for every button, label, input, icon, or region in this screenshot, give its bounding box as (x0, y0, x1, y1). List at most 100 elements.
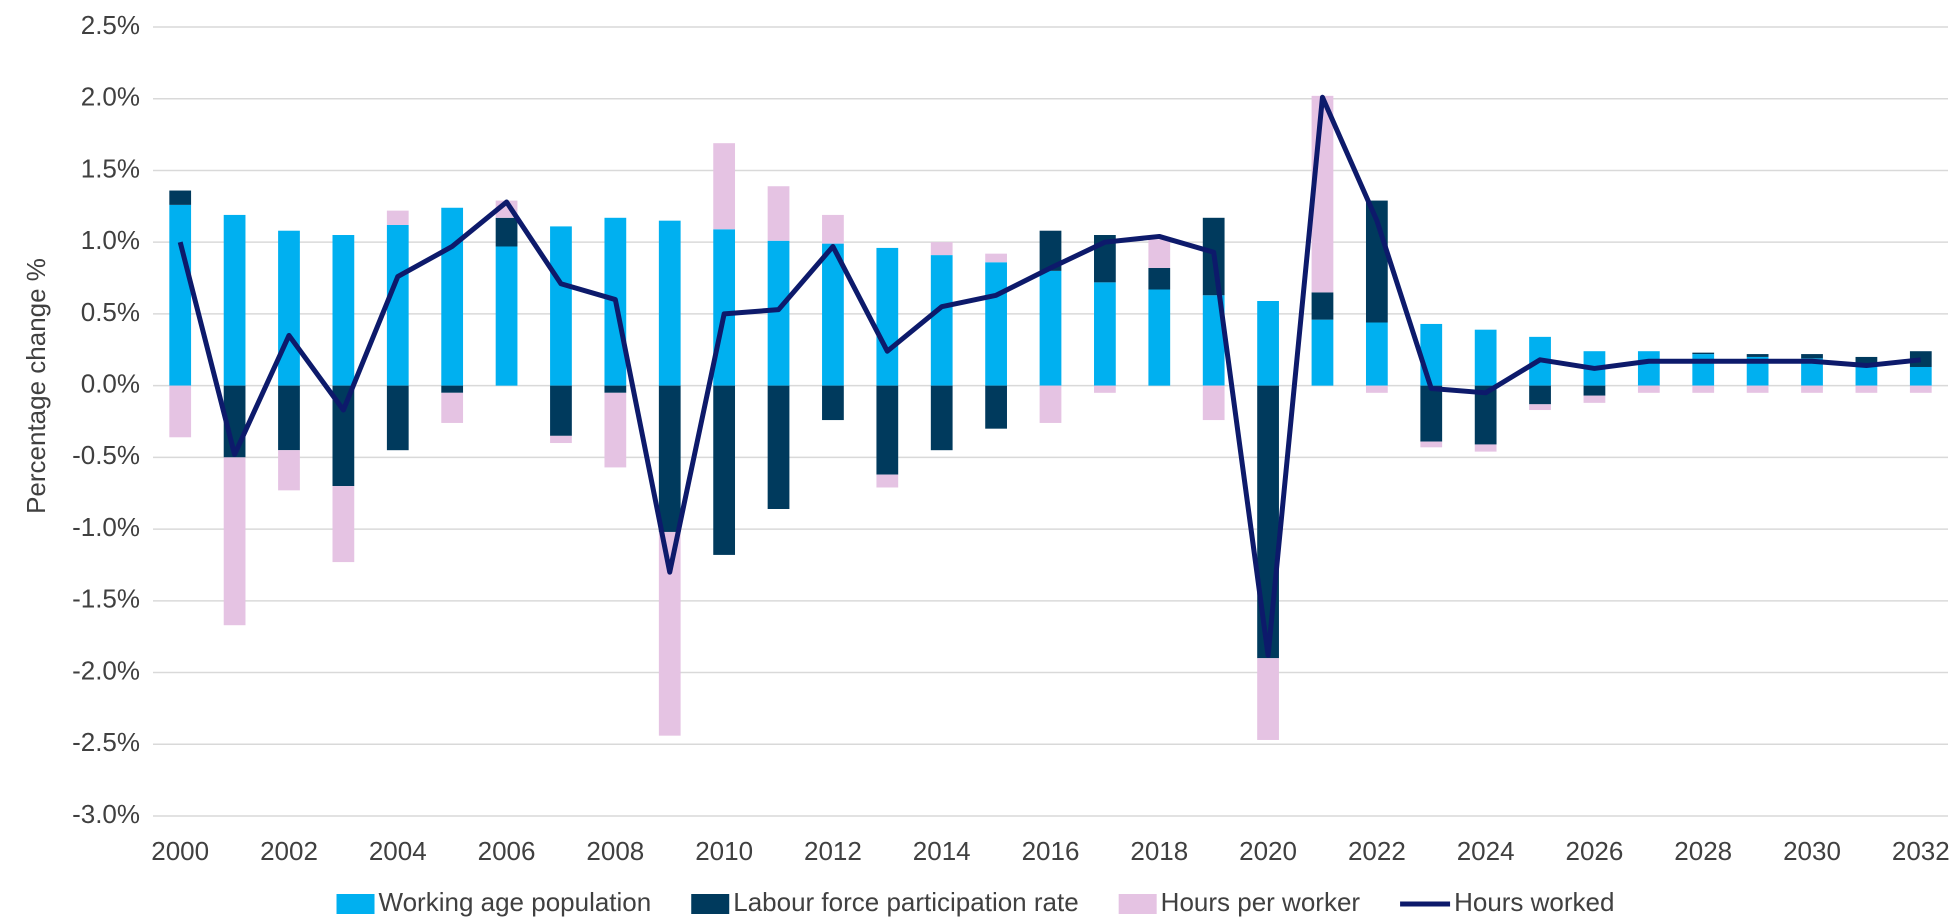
x-tick-label: 2012 (804, 836, 862, 866)
legend-swatch (1118, 894, 1157, 914)
bar (822, 243, 844, 386)
bar (1583, 395, 1606, 403)
bar (767, 186, 790, 241)
bar (1420, 441, 1443, 448)
y-tick-label: -3.0% (72, 799, 140, 829)
y-tick-label: -2.0% (72, 655, 140, 685)
bar (1365, 385, 1388, 393)
bar (278, 385, 300, 451)
y-tick-label: 1.0% (81, 225, 140, 255)
bar (550, 226, 572, 386)
bar (1094, 282, 1116, 386)
bar (1148, 239, 1171, 269)
bar (441, 392, 464, 423)
y-tick-label: 0.0% (81, 369, 140, 399)
bar (1094, 385, 1116, 393)
bar (1148, 268, 1171, 290)
bar (441, 385, 464, 393)
bar (985, 262, 1007, 386)
bar (1529, 385, 1551, 405)
bar (767, 385, 790, 510)
y-tick-label: -2.5% (72, 727, 140, 757)
bar (1801, 358, 1823, 386)
bar (223, 214, 246, 386)
bar (713, 143, 736, 230)
x-tick-label: 2024 (1457, 836, 1515, 866)
bar (1692, 352, 1715, 355)
bar (332, 385, 355, 487)
bar (1692, 385, 1715, 393)
bar (332, 235, 355, 386)
bar (550, 385, 572, 436)
bar (1855, 385, 1878, 393)
x-tick-label: 2016 (1022, 836, 1080, 866)
bar (550, 435, 572, 444)
bar (1039, 230, 1062, 271)
bar (658, 531, 681, 736)
bar (1365, 322, 1388, 386)
bar (930, 385, 953, 451)
bar (930, 255, 953, 386)
legend-swatch (336, 894, 375, 914)
bar (1474, 329, 1497, 386)
bar (1202, 385, 1225, 421)
x-tick-label: 2030 (1783, 836, 1841, 866)
bar (1855, 364, 1878, 386)
legend-label: Working age population (379, 887, 652, 917)
bar (1311, 292, 1334, 320)
bar (1909, 351, 1932, 367)
legend-swatch (691, 894, 730, 914)
y-tick-label: 2.0% (81, 82, 140, 112)
bar (1746, 354, 1769, 357)
x-tick-label: 2010 (695, 836, 753, 866)
bar (876, 247, 899, 386)
bar (1801, 385, 1823, 393)
x-tick-label: 2018 (1130, 836, 1188, 866)
bar (1855, 356, 1878, 365)
bar (1202, 295, 1225, 386)
y-tick-label: 1.5% (81, 153, 140, 183)
bar (713, 385, 736, 555)
bar (1039, 270, 1062, 386)
bar (1637, 385, 1660, 393)
x-tick-label: 2002 (260, 836, 318, 866)
bar (386, 210, 409, 225)
bar (495, 246, 518, 386)
x-tick-label: 2006 (478, 836, 536, 866)
bar (1420, 385, 1443, 442)
bar (495, 217, 518, 247)
bar (1529, 404, 1551, 411)
x-tick-label: 2028 (1674, 836, 1732, 866)
bar (1474, 385, 1497, 445)
bar (278, 230, 300, 386)
x-tick-label: 2026 (1566, 836, 1624, 866)
line (177, 94, 1922, 658)
bar (1637, 351, 1660, 386)
bar (822, 385, 844, 421)
bar (604, 392, 627, 468)
legend-label: Hours per worker (1161, 887, 1361, 917)
bar (1039, 385, 1062, 423)
y-tick-label: 0.5% (81, 297, 140, 327)
bar (332, 486, 355, 563)
bar (1257, 658, 1279, 740)
legend-label: Labour force participation rate (733, 887, 1078, 917)
bar (169, 204, 192, 386)
bar (1801, 354, 1823, 359)
bar (876, 385, 899, 475)
bar (1909, 385, 1932, 393)
x-tick-label: 2000 (151, 836, 209, 866)
bar (386, 385, 409, 451)
bar (985, 253, 1007, 263)
y-tick-label: -1.5% (72, 584, 140, 614)
bar (658, 385, 681, 532)
bar (169, 385, 192, 438)
y-tick-label: 2.5% (81, 10, 140, 40)
bar (1909, 366, 1932, 386)
x-tick-label: 2014 (913, 836, 971, 866)
bar (1420, 323, 1443, 386)
bar (767, 240, 790, 386)
y-tick-label: -1.0% (72, 512, 140, 542)
bar (822, 214, 844, 244)
